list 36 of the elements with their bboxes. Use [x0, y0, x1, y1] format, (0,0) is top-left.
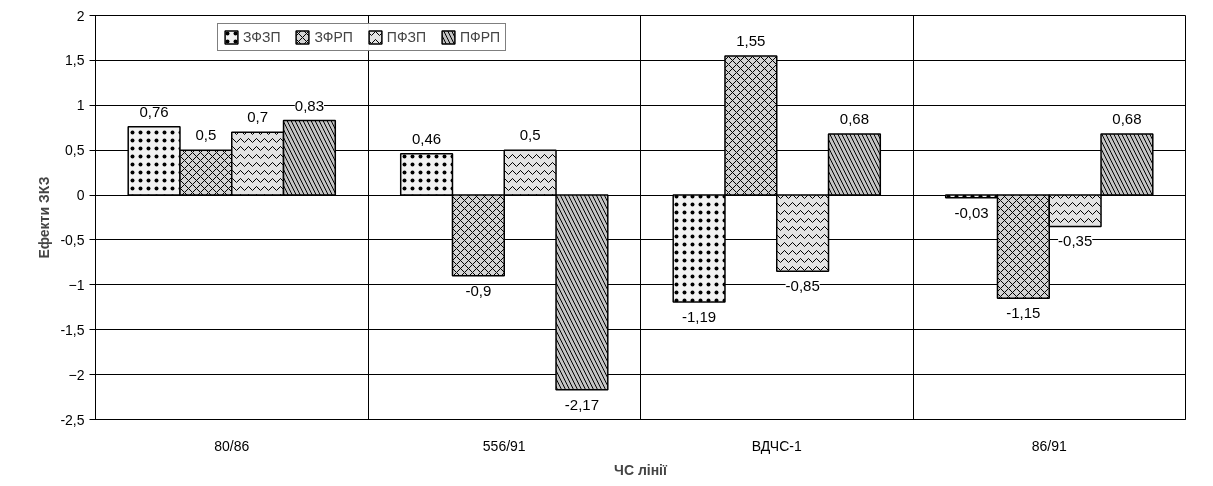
legend-label: ПФРП — [460, 29, 501, 45]
y-tick-label: -0,5 — [60, 231, 85, 248]
y-tick-label: 1 — [76, 97, 85, 114]
x-tick-label: 80/86 — [214, 437, 250, 454]
y-axis-title: Ефекти ЗКЗ — [36, 176, 53, 259]
y-tick-label: 0 — [76, 187, 85, 204]
data-label: -0,35 — [1058, 232, 1093, 250]
data-label: 1,55 — [736, 31, 766, 49]
y-tick-label: −1 — [68, 276, 85, 293]
data-label: 0,76 — [139, 102, 169, 120]
data-label: 0,68 — [839, 110, 870, 128]
data-label: -0,03 — [954, 203, 989, 221]
y-tick-label: 0,5 — [65, 142, 85, 159]
x-tick-label: ВДЧС-1 — [751, 437, 802, 454]
legend-label: ЗФРП — [314, 29, 353, 45]
data-label: 0,7 — [247, 108, 269, 126]
y-tick-label: -2,5 — [60, 411, 85, 428]
legend-label: ПФЗП — [386, 29, 427, 45]
data-label: -1,19 — [681, 307, 717, 325]
data-label: 0,83 — [294, 96, 325, 114]
data-label: 0,68 — [1112, 110, 1142, 128]
x-axis-title: ЧС лінії — [614, 461, 669, 478]
legend-label: ЗФЗП — [243, 29, 281, 45]
data-label: 0,5 — [519, 126, 541, 144]
y-tick-label: −2 — [68, 366, 85, 383]
data-label: -0,85 — [785, 277, 820, 295]
data-label: -1,15 — [1006, 304, 1041, 322]
y-tick-label: -1,5 — [60, 321, 85, 338]
x-tick-label: 86/91 — [1031, 437, 1067, 454]
data-label: 0,46 — [411, 129, 442, 147]
y-tick-label: 2 — [76, 7, 85, 24]
data-label: 0,5 — [195, 126, 217, 144]
y-tick-label: 1,5 — [65, 52, 85, 69]
data-label: -0,9 — [465, 281, 492, 299]
x-tick-label: 556/91 — [482, 437, 526, 454]
data-label: -2,17 — [564, 395, 600, 413]
